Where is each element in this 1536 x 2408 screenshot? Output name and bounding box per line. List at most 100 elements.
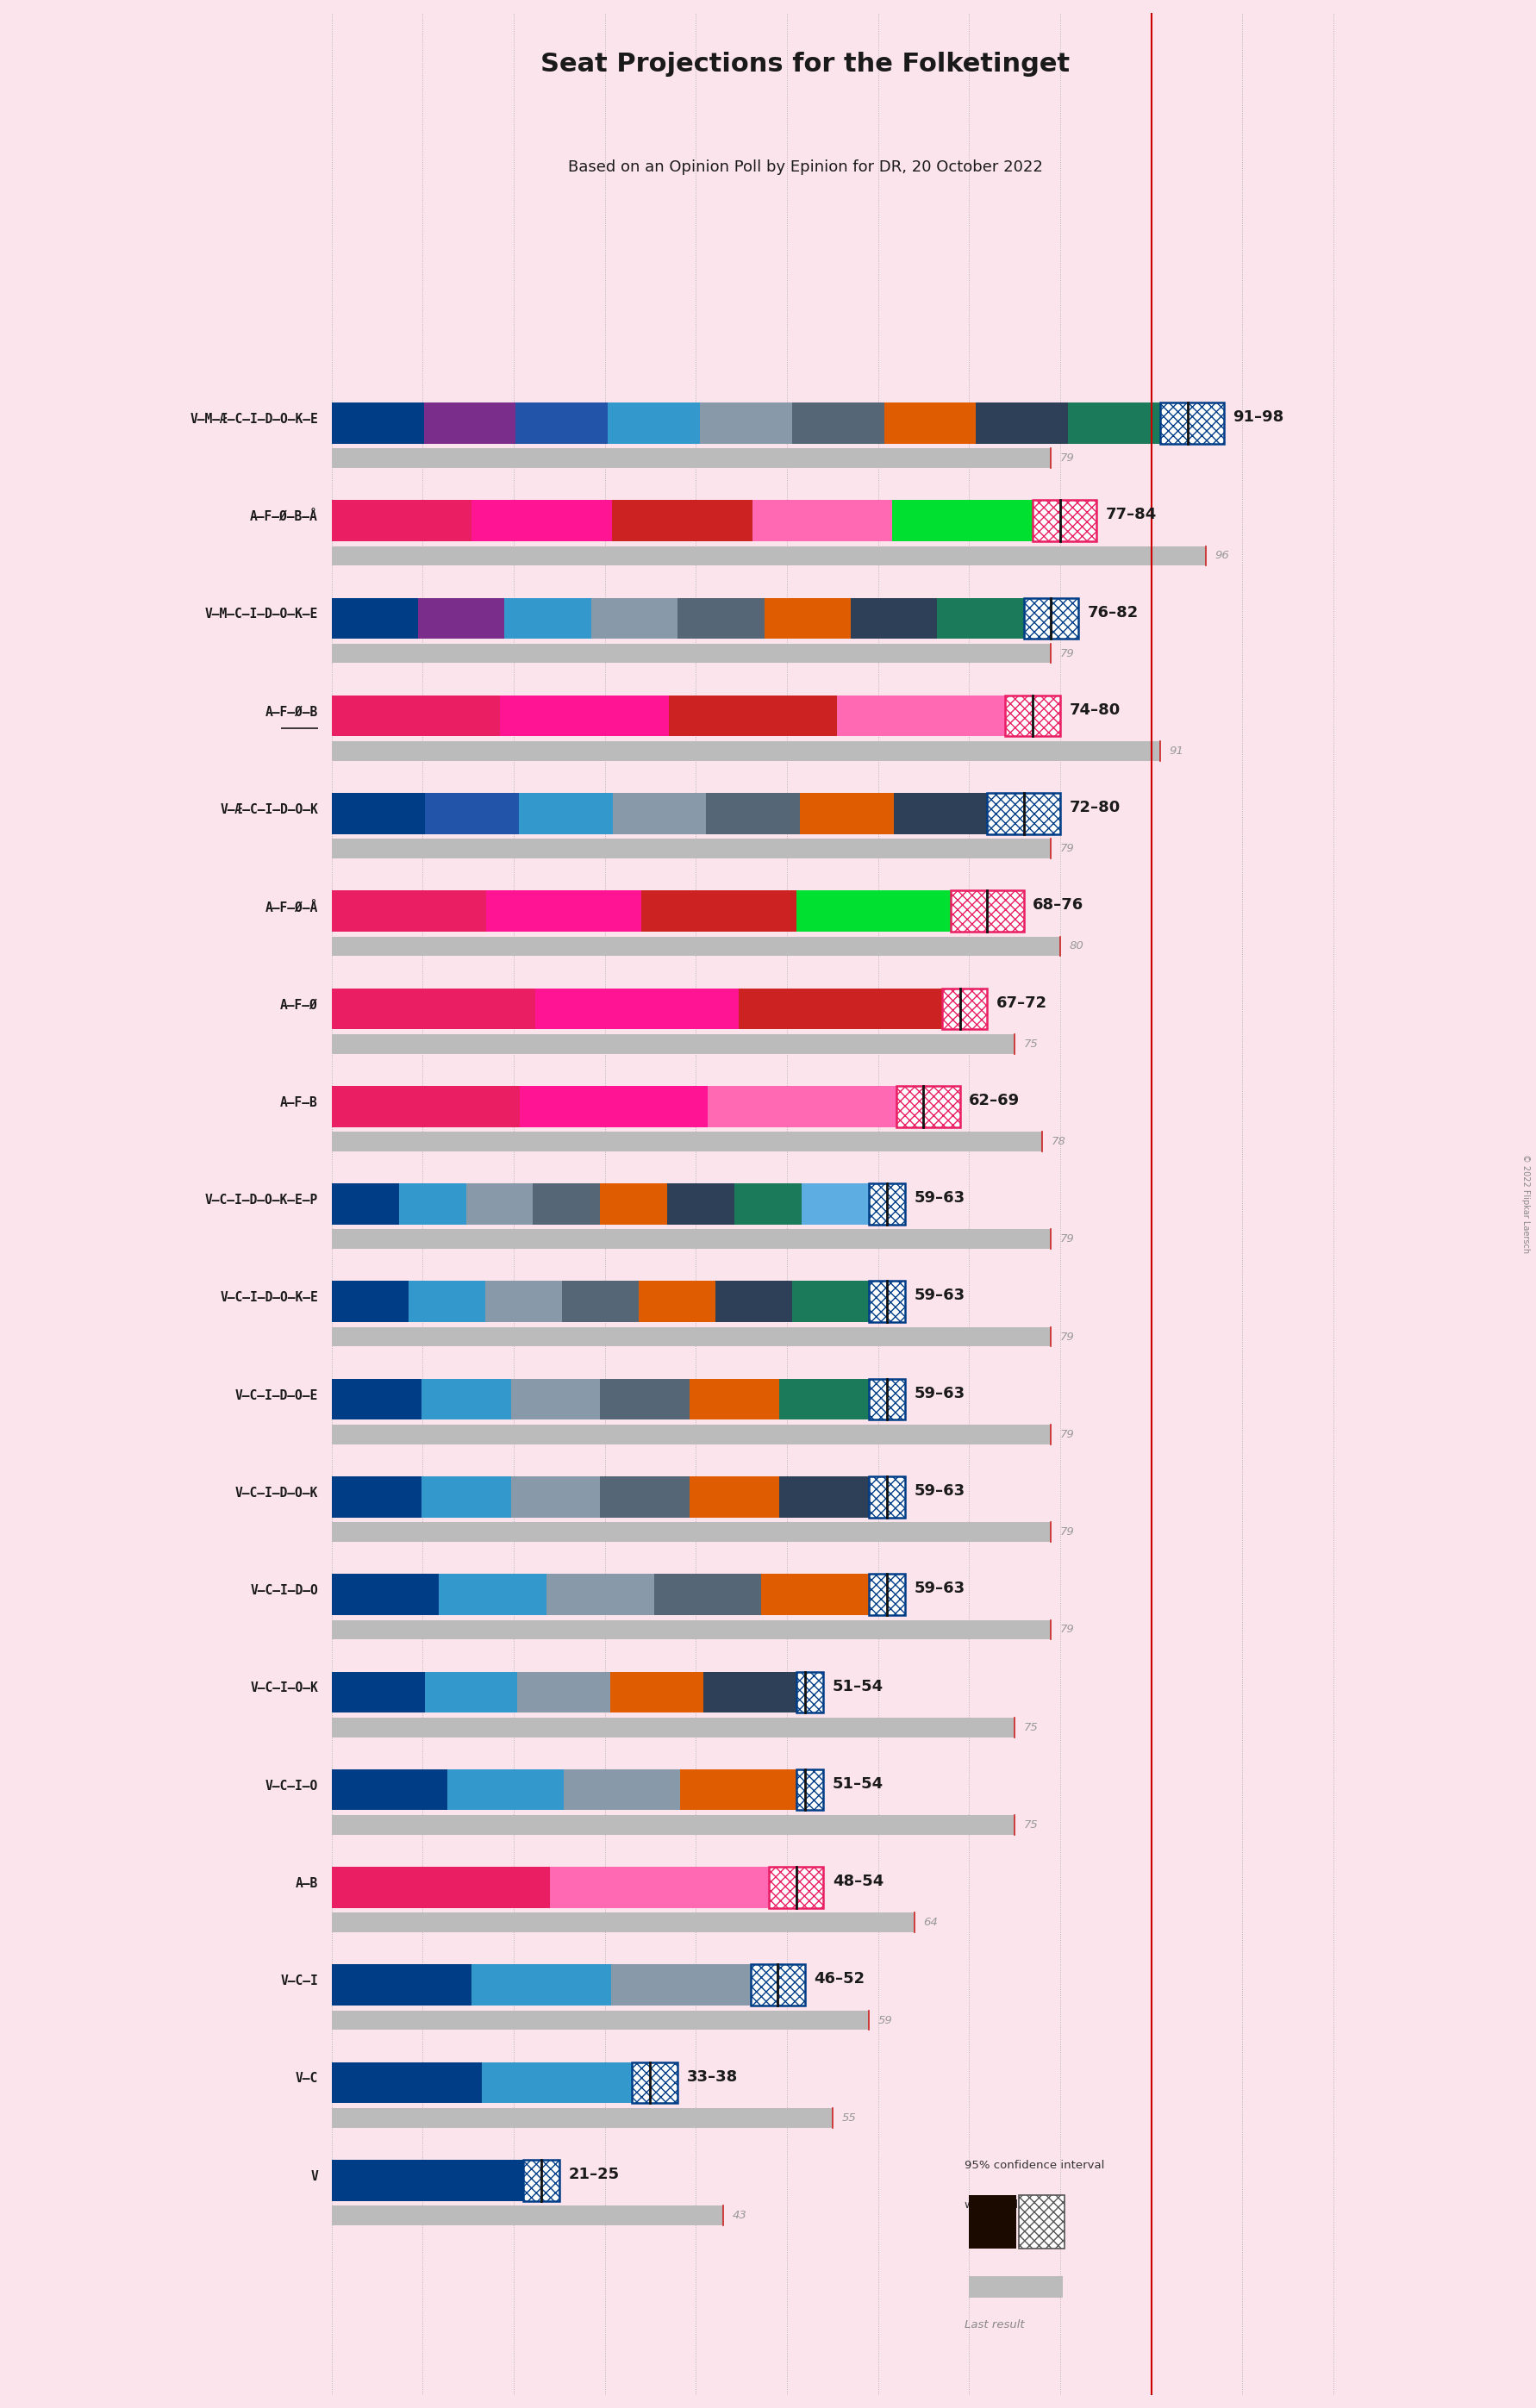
Text: Seat Projections for the Folketinget: Seat Projections for the Folketinget [541,53,1069,77]
Bar [611,1965,751,2006]
Text: V–Æ–C–I–D–O–K: V–Æ–C–I–D–O–K [220,804,318,816]
Bar [424,402,516,443]
Text: V–C–I–D–O–K–E: V–C–I–D–O–K–E [220,1291,318,1305]
Bar [332,1770,447,1811]
Bar [869,1575,905,1616]
Bar [765,597,851,638]
Bar [1160,402,1224,443]
Text: 75: 75 [1023,1038,1038,1050]
Bar [487,891,641,932]
Bar [332,1327,1051,1346]
Text: 46–52: 46–52 [814,1972,865,1987]
Bar [518,1671,610,1712]
Text: 75: 75 [1023,1722,1038,1734]
Text: V–C–I–D–O–K–E–P: V–C–I–D–O–K–E–P [204,1194,318,1206]
Text: 59: 59 [879,2015,892,2025]
Bar [1023,597,1078,638]
Bar [800,792,894,833]
Text: 95% confidence interval: 95% confidence interval [965,2160,1104,2172]
Bar [332,937,1060,956]
Bar [951,891,1023,932]
Bar [421,1380,510,1421]
Bar [793,402,885,443]
Bar [332,2206,723,2225]
Bar [332,1281,409,1322]
Text: 43: 43 [733,2211,746,2220]
Bar [1032,501,1097,542]
Bar [332,1621,1051,1640]
Bar [768,1866,823,1907]
Bar [564,1770,680,1811]
Text: 21–25: 21–25 [568,2167,619,2182]
Bar [533,1182,601,1226]
Bar [472,501,611,542]
Text: V–C–I–D–O: V–C–I–D–O [250,1584,318,1597]
Bar [519,1086,708,1127]
Bar [969,2276,1063,2297]
Bar [332,1033,1015,1055]
Text: 59–63: 59–63 [914,1483,965,1498]
Bar [332,547,1206,566]
Text: 96: 96 [1215,549,1229,561]
Bar [332,1230,1051,1250]
Text: 79: 79 [1060,1623,1075,1635]
Bar [332,742,1160,761]
Text: 77–84: 77–84 [1106,508,1157,523]
Bar [409,1281,485,1322]
Text: 59–63: 59–63 [914,1582,965,1597]
Bar [601,1182,668,1226]
Text: 79: 79 [1060,1332,1075,1341]
Text: V–C–I–O: V–C–I–O [266,1780,318,1792]
Bar [610,1671,703,1712]
Text: A–F–Ø–B–Å: A–F–Ø–B–Å [250,510,318,523]
Text: 79: 79 [1060,1233,1075,1245]
Bar [399,1182,465,1226]
Bar [332,2011,869,2030]
Bar [332,792,425,833]
Bar [332,1866,550,1907]
Bar [510,1380,601,1421]
Bar [739,987,942,1028]
Text: 33–38: 33–38 [687,2068,737,2085]
Text: 48–54: 48–54 [833,1873,883,1890]
Text: A–F–B: A–F–B [280,1096,318,1110]
Text: 79: 79 [1060,453,1075,465]
Bar [1006,696,1060,737]
Text: 59–63: 59–63 [914,1385,965,1401]
Bar [332,1575,439,1616]
Text: 59–63: 59–63 [914,1288,965,1303]
Bar [332,1380,421,1421]
Bar [639,1281,716,1322]
Bar [332,1086,519,1127]
Bar [421,1476,510,1517]
Bar [332,696,501,737]
Bar [680,1770,796,1811]
Bar [969,2196,1017,2249]
Bar [869,1380,905,1421]
Text: 91: 91 [1169,746,1184,756]
Bar [418,597,505,638]
Bar [332,1717,1015,1736]
Bar [869,1281,905,1322]
Bar [753,501,892,542]
Text: 62–69: 62–69 [969,1093,1020,1108]
Bar [482,2061,633,2102]
Bar [975,402,1068,443]
Bar [332,448,1051,467]
Text: 72–80: 72–80 [1069,799,1120,816]
Bar [465,1182,533,1226]
Bar [485,1281,562,1322]
Text: © 2022 Flipkar Laersch: © 2022 Flipkar Laersch [1521,1153,1530,1255]
Bar [796,1770,823,1811]
Bar [793,1281,869,1322]
Bar [550,1866,768,1907]
Bar [894,792,988,833]
Bar [332,501,472,542]
Bar [332,2160,522,2201]
Bar [332,1912,914,1931]
Text: A–F–Ø–B: A–F–Ø–B [266,706,318,718]
Bar [1018,2196,1064,2249]
Bar [851,597,937,638]
Bar [501,696,668,737]
Bar [332,1182,399,1226]
